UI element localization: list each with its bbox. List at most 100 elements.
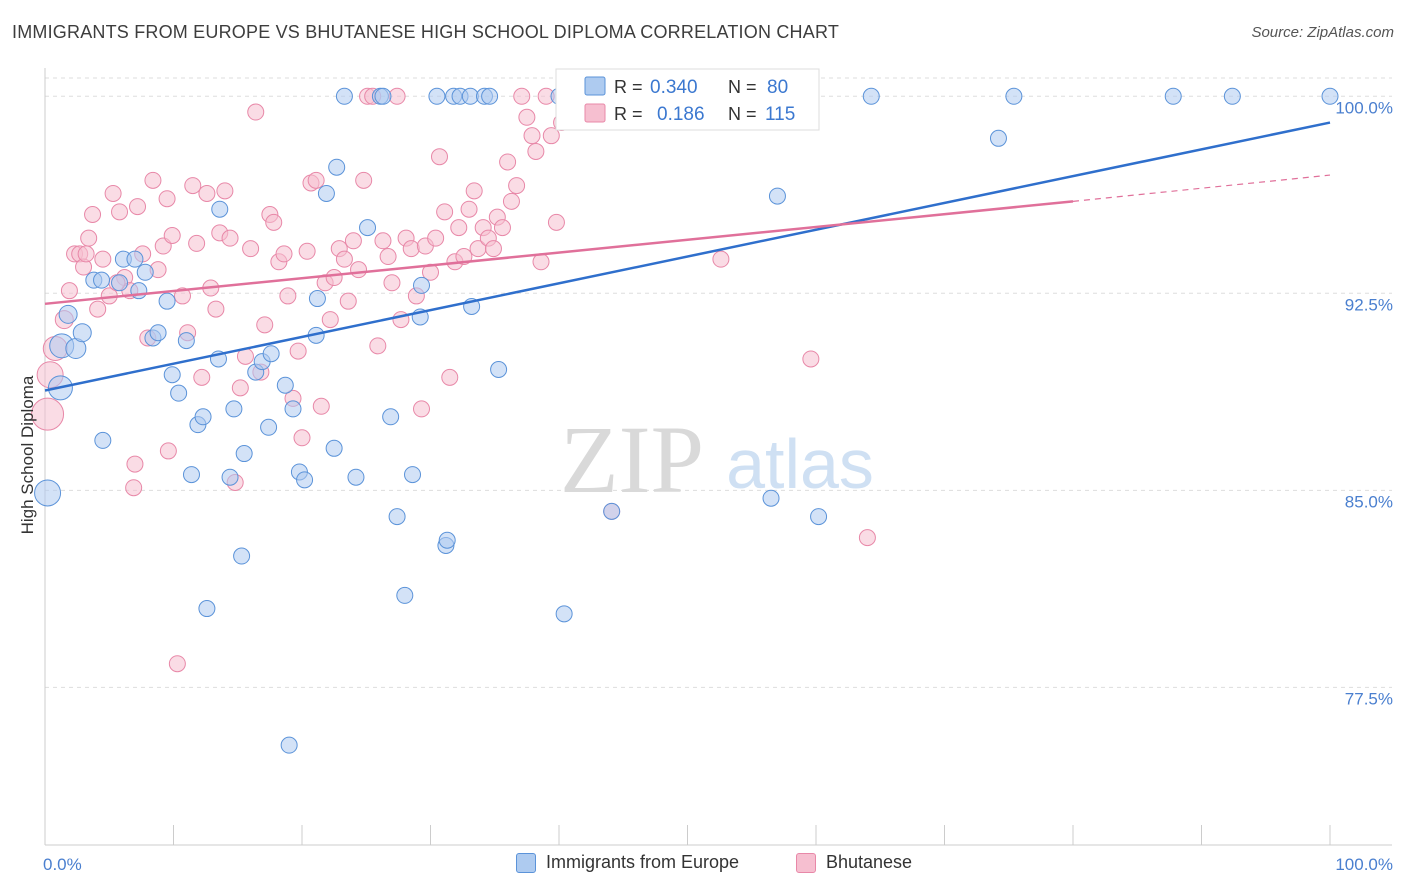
y-tick-label-0: 77.5% xyxy=(1345,689,1393,708)
bhutanese-point-13 xyxy=(104,184,122,202)
watermark-zip: ZIP xyxy=(560,406,704,513)
bhutanese-point-31 xyxy=(193,368,211,386)
europe-point-70 xyxy=(768,187,786,205)
bhutanese-point-49 xyxy=(279,287,297,305)
legend-box: R = 0.340 N = 80 R = 0.186 N = 115 xyxy=(555,68,820,131)
europe-point-27 xyxy=(225,400,243,418)
bhutanese-point-56 xyxy=(312,397,330,415)
bhutanese-point-0 xyxy=(31,397,65,431)
europe-point-28 xyxy=(235,445,253,463)
data-points xyxy=(31,87,1339,754)
bhutanese-point-97 xyxy=(508,177,526,195)
bhutanese-point-51 xyxy=(289,342,307,360)
legend-n-value-europe: 80 xyxy=(767,77,788,98)
europe-point-38 xyxy=(296,471,314,489)
europe-point-23 xyxy=(198,600,216,618)
x-tick-label-1: 100.0% xyxy=(1335,855,1393,874)
europe-point-7 xyxy=(93,271,111,289)
bhutanese-point-75 xyxy=(402,240,420,258)
bhutanese-point-8 xyxy=(80,229,98,247)
legend-label-bhutanese: Bhutanese xyxy=(826,852,913,872)
europe-point-33 xyxy=(262,345,280,363)
chart-title: IMMIGRANTS FROM EUROPE VS BHUTANESE HIGH… xyxy=(12,22,840,42)
bhutanese-point-17 xyxy=(125,479,143,497)
legend-item-europe: Immigrants from Europe xyxy=(516,852,739,873)
bhutanese-point-99 xyxy=(518,108,536,126)
europe-point-32 xyxy=(260,418,278,436)
bhutanese-point-110 xyxy=(858,529,876,547)
bhutanese-point-52 xyxy=(293,429,311,447)
europe-point-42 xyxy=(325,439,343,457)
bhutanese-point-108 xyxy=(712,250,730,268)
europe-point-20 xyxy=(182,466,200,484)
watermark-atlas: atlas xyxy=(726,425,874,503)
bhutanese-trend-line xyxy=(44,200,1074,306)
bhutanese-point-26 xyxy=(168,655,186,673)
europe-point-53 xyxy=(413,276,431,294)
europe-point-5 xyxy=(58,304,78,324)
bhutanese-point-61 xyxy=(335,250,353,268)
europe-point-55 xyxy=(428,87,446,105)
bhutanese-point-100 xyxy=(523,127,541,145)
legend-label-europe: Immigrants from Europe xyxy=(546,852,740,872)
bhutanese-point-105 xyxy=(547,213,565,231)
europe-point-66 xyxy=(555,605,573,623)
bhutanese-point-29 xyxy=(184,177,202,195)
bhutanese-point-114 xyxy=(77,245,95,263)
legend-n-value-bhutanese: 115 xyxy=(765,104,795,125)
europe-point-0 xyxy=(34,479,62,507)
x-tick-label-0: 0.0% xyxy=(43,855,82,874)
europe-point-67 xyxy=(603,502,621,520)
bhutanese-point-77 xyxy=(413,400,431,418)
bhutanese-point-34 xyxy=(207,300,225,318)
europe-point-63 xyxy=(481,87,499,105)
bhutanese-point-104 xyxy=(542,127,560,145)
europe-point-48 xyxy=(374,87,392,105)
bhutanese-point-82 xyxy=(436,203,454,221)
europe-point-13 xyxy=(136,263,154,281)
bhutanese-point-10 xyxy=(89,300,107,318)
bhutanese-point-81 xyxy=(430,148,448,166)
bhutanese-point-72 xyxy=(388,87,406,105)
bhutanese-point-27 xyxy=(173,287,191,305)
source-credit: Source: ZipAtlas.com xyxy=(1251,24,1394,41)
europe-point-60 xyxy=(461,87,479,105)
europe-point-52 xyxy=(404,466,422,484)
bhutanese-point-95 xyxy=(499,153,517,171)
bhutanese-point-65 xyxy=(355,171,373,189)
europe-point-25 xyxy=(211,200,229,218)
bhutanese-point-64 xyxy=(350,261,368,279)
bhutanese-point-83 xyxy=(441,368,459,386)
y-tick-label-3: 100.0% xyxy=(1335,98,1393,117)
europe-point-41 xyxy=(317,184,335,202)
europe-point-49 xyxy=(382,408,400,426)
europe-point-18 xyxy=(170,384,188,402)
legend-n-label-bhutanese: N = xyxy=(728,104,757,124)
europe-point-11 xyxy=(111,274,129,292)
europe-point-8 xyxy=(94,431,112,449)
bhutanese-point-24 xyxy=(158,190,176,208)
bhutanese-point-53 xyxy=(298,242,316,260)
bhutanese-point-109 xyxy=(802,350,820,368)
bhutanese-point-80 xyxy=(427,229,445,247)
bhutanese-point-39 xyxy=(231,379,249,397)
europe-point-69 xyxy=(762,489,780,507)
bhutanese-point-46 xyxy=(265,213,283,231)
europe-point-17 xyxy=(163,366,181,384)
europe-point-35 xyxy=(284,400,302,418)
europe-point-44 xyxy=(335,87,353,105)
tick-labels: 77.5% 85.0% 92.5% 100.0% 0.0% 100.0% xyxy=(43,98,1393,874)
bhutanese-point-42 xyxy=(247,103,265,121)
bhutanese-point-68 xyxy=(369,337,387,355)
bhutanese-point-69 xyxy=(374,232,392,250)
europe-point-22 xyxy=(194,408,212,426)
bhutanese-point-32 xyxy=(198,184,216,202)
bhutanese-point-101 xyxy=(527,142,545,160)
axes xyxy=(44,68,1392,846)
europe-point-4 xyxy=(72,323,92,343)
bhutanese-point-71 xyxy=(383,274,401,292)
europe-point-26 xyxy=(221,468,239,486)
y-tick-label-1: 85.0% xyxy=(1345,492,1393,511)
legend-r-value-europe: 0.340 xyxy=(650,77,698,98)
